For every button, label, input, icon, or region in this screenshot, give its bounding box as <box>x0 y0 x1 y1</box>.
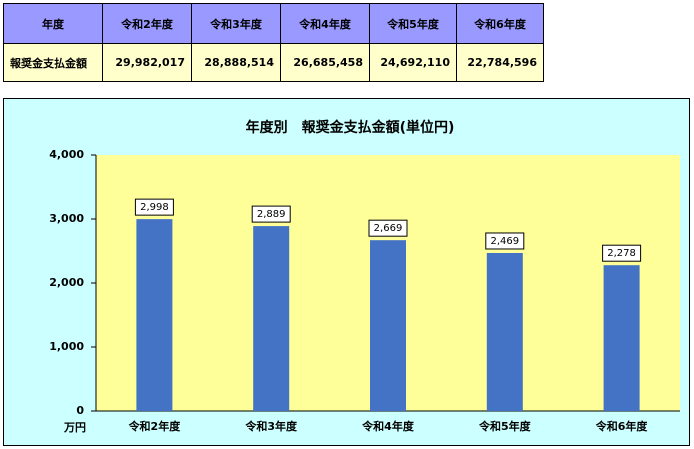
data-row: 報奨金支払金額 29,982,017 28,888,514 26,685,458… <box>3 43 544 82</box>
value-label-box <box>602 244 642 262</box>
bar <box>136 219 173 411</box>
cell: 22,784,596 <box>456 43 544 82</box>
header-cell: 令和5年度 <box>369 3 457 44</box>
x-tick-label: 令和3年度 <box>244 419 298 433</box>
y-tick-label: 2,000 <box>49 276 84 289</box>
chart-title: 年度別 報奨金支払金額(単位円) <box>246 119 455 136</box>
x-tick-label: 令和4年度 <box>361 419 415 433</box>
y-unit: 万円 <box>63 421 86 434</box>
value-label: 2,469 <box>490 236 519 247</box>
value-label: 2,669 <box>374 223 403 234</box>
bar <box>603 265 640 411</box>
y-tick-label: 3,000 <box>49 212 84 225</box>
cell: 26,685,458 <box>280 43 370 82</box>
bar <box>370 240 406 411</box>
cell: 29,982,017 <box>102 43 192 82</box>
y-tick-label: 1,000 <box>49 340 84 353</box>
value-label-box <box>134 198 174 216</box>
value-label-box <box>368 219 408 237</box>
header-cell: 年度 <box>3 3 103 44</box>
data-table: 年度 令和2年度 令和3年度 令和4年度 令和5年度 令和6年度 報奨金支払金額… <box>3 3 544 82</box>
x-tick-label: 令和6年度 <box>595 419 649 433</box>
cell: 28,888,514 <box>191 43 281 82</box>
y-tick-label: 4,000 <box>49 148 84 161</box>
x-tick-label: 令和5年度 <box>478 419 532 433</box>
cell: 24,692,110 <box>369 43 457 82</box>
bar <box>253 226 290 411</box>
header-cell: 令和6年度 <box>456 3 544 44</box>
header-row: 年度 令和2年度 令和3年度 令和4年度 令和5年度 令和6年度 <box>3 3 544 44</box>
value-label: 2,998 <box>140 202 169 213</box>
value-label-box <box>251 205 291 223</box>
bar <box>486 252 523 411</box>
x-tick-label: 令和2年度 <box>128 419 182 433</box>
value-label: 2,889 <box>257 209 286 220</box>
y-tick-label: 0 <box>76 404 84 417</box>
row-label: 報奨金支払金額 <box>3 43 103 82</box>
value-label: 2,278 <box>607 248 636 259</box>
value-label-box <box>485 232 525 250</box>
